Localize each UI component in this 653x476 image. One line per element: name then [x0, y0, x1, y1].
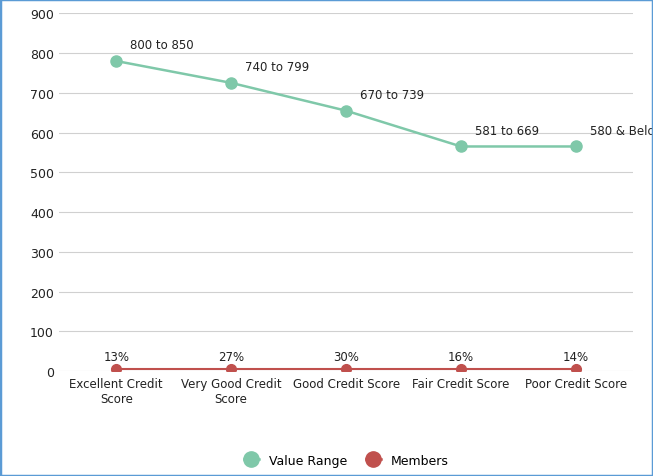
Text: 27%: 27%: [218, 350, 244, 363]
Text: 13%: 13%: [103, 350, 129, 363]
Text: 581 to 669: 581 to 669: [475, 124, 539, 137]
Text: 800 to 850: 800 to 850: [130, 39, 194, 52]
Text: 740 to 799: 740 to 799: [245, 61, 310, 74]
Text: 30%: 30%: [333, 350, 359, 363]
Legend: Value Range, Members: Value Range, Members: [238, 448, 454, 472]
Text: 670 to 739: 670 to 739: [360, 89, 424, 101]
Text: 16%: 16%: [448, 350, 474, 363]
Text: 580 & Below: 580 & Below: [590, 124, 653, 137]
Text: 14%: 14%: [563, 350, 589, 363]
